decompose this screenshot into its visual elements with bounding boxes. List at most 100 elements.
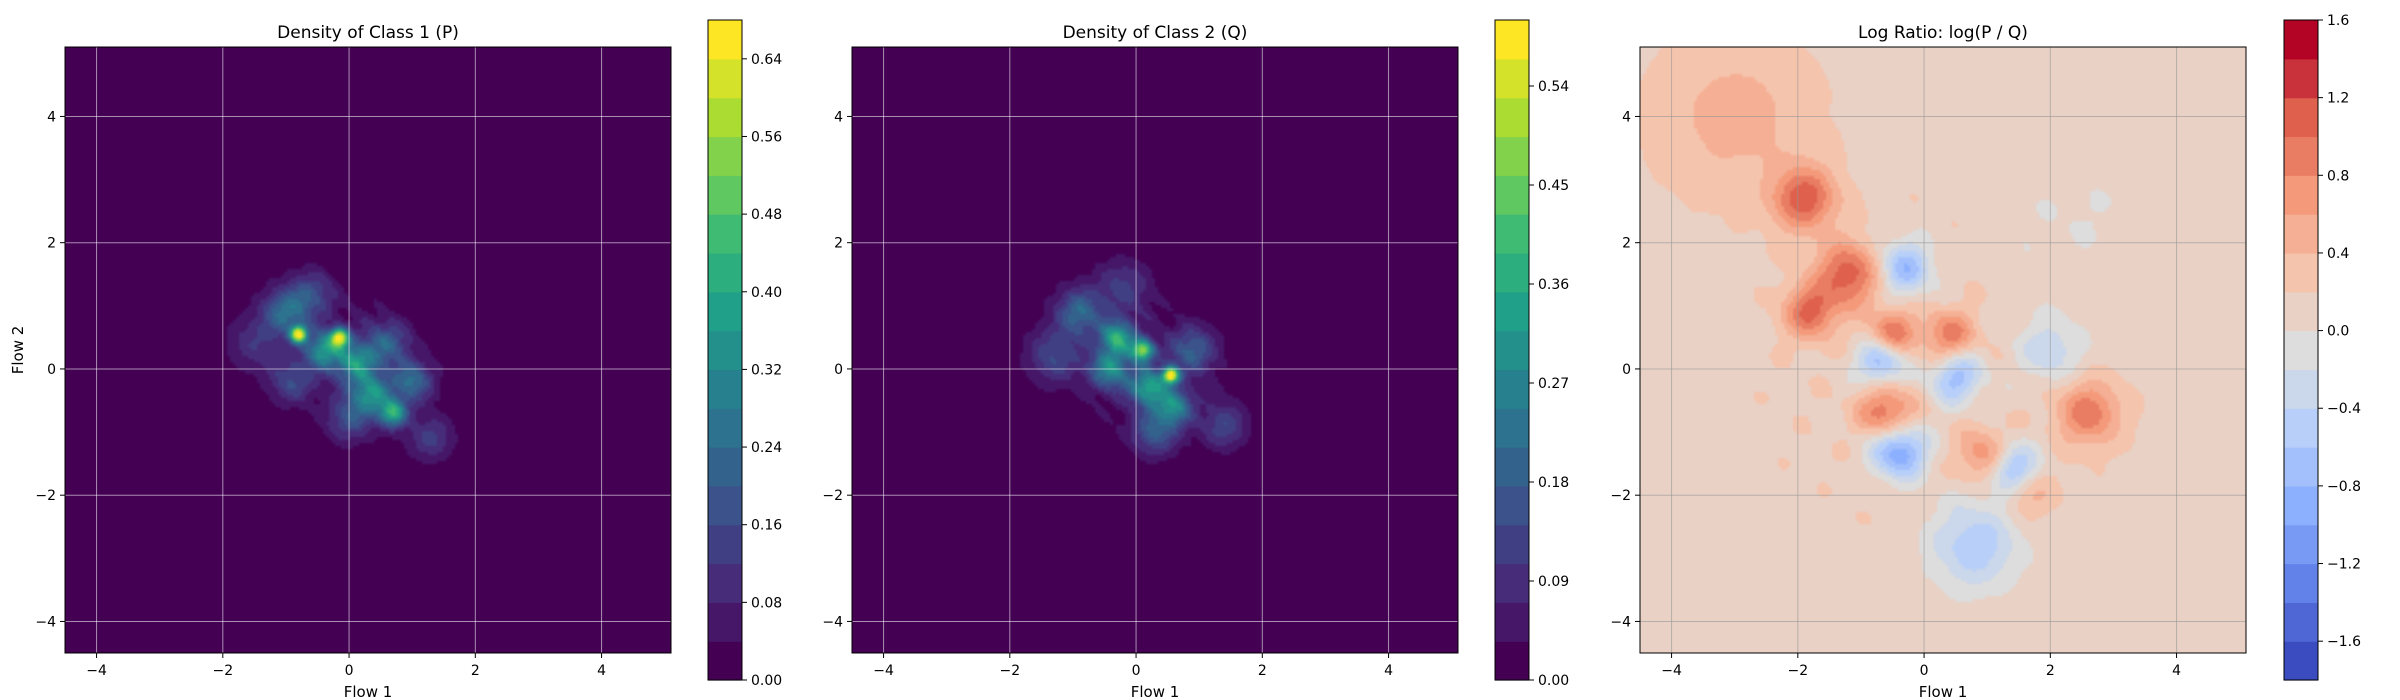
x-tick-label: 4 xyxy=(597,663,606,679)
colorbar-tick-label: 0.45 xyxy=(1538,178,1569,194)
subplot-3: −4 −4 −2 −2 0 0 2 2 4 4 Log Ratio: log(P / Q) Flow … xyxy=(1610,13,2361,700)
colorbar-band xyxy=(2284,641,2318,681)
colorbar-band xyxy=(708,447,742,487)
colorbar-tick-label: 0.4 xyxy=(2327,246,2349,262)
colorbar-band xyxy=(708,524,742,565)
chart-title: Log Ratio: log(P / Q) xyxy=(1858,23,2028,43)
colorbar-band xyxy=(708,563,742,603)
y-tick-label: 4 xyxy=(1622,109,1631,125)
colorbar-band xyxy=(708,602,742,642)
x-tick-label: 4 xyxy=(2172,663,2181,679)
colorbar-band xyxy=(2284,602,2318,642)
colorbar-band xyxy=(708,136,742,176)
colorbar-band xyxy=(708,291,742,332)
colorbar-band xyxy=(708,252,742,293)
colorbar-band xyxy=(1495,485,1529,526)
colorbar-band xyxy=(2284,408,2318,448)
colorbar-band xyxy=(2284,20,2318,60)
colorbar-band xyxy=(708,485,742,526)
colorbar-tick-label: −1.6 xyxy=(2327,634,2361,650)
colorbar-band xyxy=(1495,447,1529,487)
y-tick-label: −4 xyxy=(822,614,843,630)
colorbar-band xyxy=(1495,97,1529,138)
colorbar: −1.6 −1.2 −0.8 −0.4 0.0 0.4 0.8 1.2 1.6 xyxy=(2283,13,2361,681)
colorbar-band xyxy=(1495,524,1529,565)
heatmap-image xyxy=(1640,47,2246,653)
colorbar-band xyxy=(708,641,742,681)
colorbar-band xyxy=(2284,136,2318,176)
axes-frame xyxy=(851,46,1459,654)
colorbar-band xyxy=(1495,563,1529,603)
y-tick-label: 4 xyxy=(834,109,843,125)
colorbar-tick-label: 0.64 xyxy=(751,52,782,68)
x-tick-label: 2 xyxy=(471,663,480,679)
colorbar-tick-label: 0.27 xyxy=(1538,376,1569,392)
heatmap-image xyxy=(65,47,671,653)
colorbar-tick-label: 0.18 xyxy=(1538,475,1569,491)
x-tick-label: 2 xyxy=(1258,663,1267,679)
colorbar-band xyxy=(708,175,742,215)
colorbar-tick-label: 0.36 xyxy=(1538,277,1569,293)
x-tick-label: −4 xyxy=(86,663,107,679)
colorbar-band xyxy=(1495,20,1529,60)
colorbar-tick-label: 0.8 xyxy=(2327,168,2349,184)
y-tick-label: −4 xyxy=(35,614,56,630)
x-tick-label: 2 xyxy=(2046,663,2055,679)
colorbar-tick-label: 0.40 xyxy=(751,285,782,301)
x-axis-label: Flow 1 xyxy=(1131,683,1180,700)
colorbar-band xyxy=(708,214,742,254)
colorbar-band xyxy=(1495,641,1529,681)
x-axis-label: Flow 1 xyxy=(344,683,393,700)
colorbar-band xyxy=(1495,136,1529,176)
colorbar-band xyxy=(2284,369,2318,409)
colorbar-band xyxy=(2284,524,2318,565)
colorbar-band xyxy=(2284,330,2318,371)
x-tick-label: −2 xyxy=(212,663,233,679)
x-tick-label: −4 xyxy=(1661,663,1682,679)
y-tick-label: 2 xyxy=(47,236,56,252)
colorbar-band xyxy=(2284,252,2318,293)
colorbar-band xyxy=(1495,252,1529,293)
colorbar-tick-label: 0.54 xyxy=(1538,79,1569,95)
axes-frame xyxy=(64,46,672,654)
x-axis-label: Flow 1 xyxy=(1919,683,1968,700)
chart-title: Density of Class 1 (P) xyxy=(277,23,459,43)
colorbar-frame xyxy=(1494,19,1530,681)
y-tick-label: 0 xyxy=(834,362,843,378)
x-tick-label: −2 xyxy=(999,663,1020,679)
y-tick-label: 4 xyxy=(47,109,56,125)
x-tick-label: −4 xyxy=(873,663,894,679)
colorbar-tick-label: 0.16 xyxy=(751,518,782,534)
y-tick-label: −2 xyxy=(35,488,56,504)
x-tick-label: −2 xyxy=(1787,663,1808,679)
y-tick-label: −2 xyxy=(822,488,843,504)
colorbar-tick-label: 0.09 xyxy=(1538,574,1569,590)
y-tick-label: 2 xyxy=(1622,236,1631,252)
colorbar-band xyxy=(708,97,742,138)
colorbar-tick-label: 0.48 xyxy=(751,207,782,223)
colorbar-tick-label: 0.00 xyxy=(1538,673,1569,689)
colorbar-band xyxy=(708,369,742,409)
subplot-2: −4 −4 −2 −2 0 0 2 2 4 4 Density of Class 2 (Q) Flow… xyxy=(822,19,1569,700)
colorbar-tick-label: −0.8 xyxy=(2327,479,2361,495)
colorbar-tick-label: 1.2 xyxy=(2327,91,2349,107)
colorbar-tick-label: 0.24 xyxy=(751,440,782,456)
colorbar-frame xyxy=(707,19,743,681)
colorbar-band xyxy=(2284,291,2318,332)
colorbar-band xyxy=(2284,175,2318,215)
subplot-1: −4 −4 −2 −2 0 0 2 2 4 4 Density of Class 1 (P) Flow… xyxy=(9,19,782,700)
x-tick-label: 4 xyxy=(1384,663,1393,679)
colorbar-band xyxy=(2284,97,2318,138)
colorbar-band xyxy=(2284,563,2318,603)
colorbar-tick-label: −1.2 xyxy=(2327,557,2361,573)
colorbar: 0.00 0.09 0.18 0.27 0.36 0.45 0.54 xyxy=(1494,19,1569,689)
y-tick-label: −2 xyxy=(1610,488,1631,504)
colorbar-band xyxy=(708,58,742,99)
x-tick-label: 0 xyxy=(1920,663,1929,679)
colorbar-band xyxy=(1495,408,1529,448)
colorbar-band xyxy=(708,408,742,448)
colorbar-tick-label: −0.4 xyxy=(2327,401,2361,417)
colorbar-band xyxy=(1495,214,1529,254)
colorbar-band xyxy=(1495,369,1529,409)
